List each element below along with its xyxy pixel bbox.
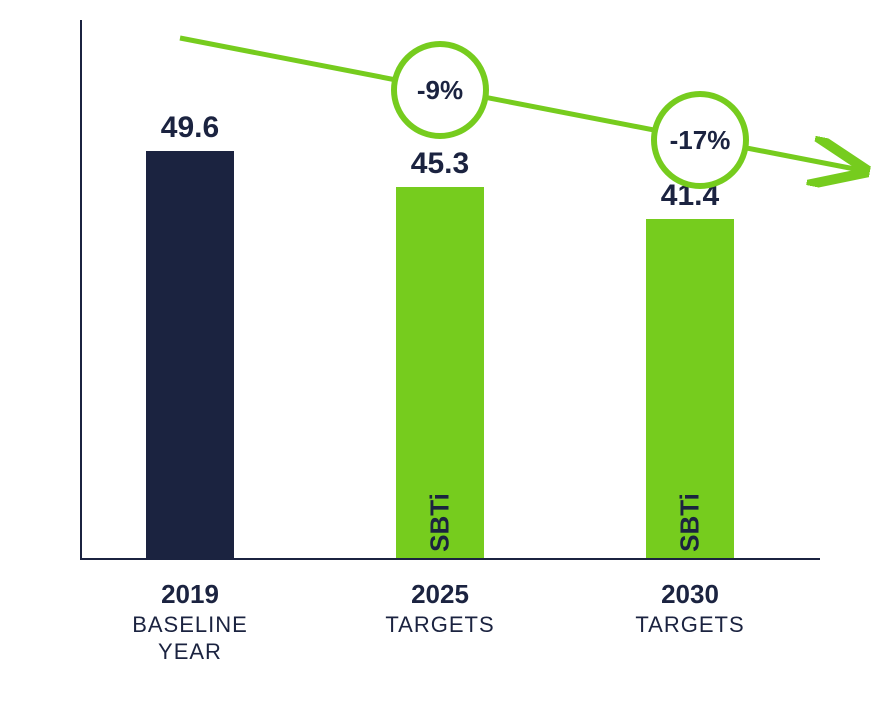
plot-area: 49.645.3SBTi41.4SBTi -9%-17% — [80, 20, 820, 560]
x-axis-subtitle: BASELINE — [100, 611, 280, 639]
x-axis-subtitle-2: YEAR — [100, 638, 280, 666]
percent-change-badge: -9% — [391, 41, 489, 139]
x-axis-year: 2025 — [350, 578, 530, 611]
x-axis-year: 2030 — [600, 578, 780, 611]
x-axis-label-target-2030: 2030TARGETS — [600, 578, 780, 638]
x-axis-label-baseline-2019: 2019BASELINEYEAR — [100, 578, 280, 666]
x-axis — [80, 558, 820, 560]
x-axis-subtitle: TARGETS — [350, 611, 530, 639]
x-axis-year: 2019 — [100, 578, 280, 611]
bar-target-2030: 41.4SBTi — [646, 219, 734, 558]
y-axis — [80, 20, 82, 560]
x-axis-subtitle: TARGETS — [600, 611, 780, 639]
x-axis-label-target-2025: 2025TARGETS — [350, 578, 530, 638]
percent-change-value: -9% — [417, 75, 463, 106]
bar-value-label: 45.3 — [411, 147, 469, 181]
bar-target-2025: 45.3SBTi — [396, 187, 484, 558]
bar-baseline-2019: 49.6 — [146, 151, 234, 558]
percent-change-value: -17% — [670, 125, 731, 156]
bar-value-label: 49.6 — [161, 111, 219, 145]
emissions-targets-chart: 49.645.3SBTi41.4SBTi -9%-17% 2019BASELIN… — [60, 20, 840, 680]
percent-change-badge: -17% — [651, 91, 749, 189]
bar-inner-label: SBTi — [425, 493, 456, 552]
bar-inner-label: SBTi — [675, 493, 706, 552]
